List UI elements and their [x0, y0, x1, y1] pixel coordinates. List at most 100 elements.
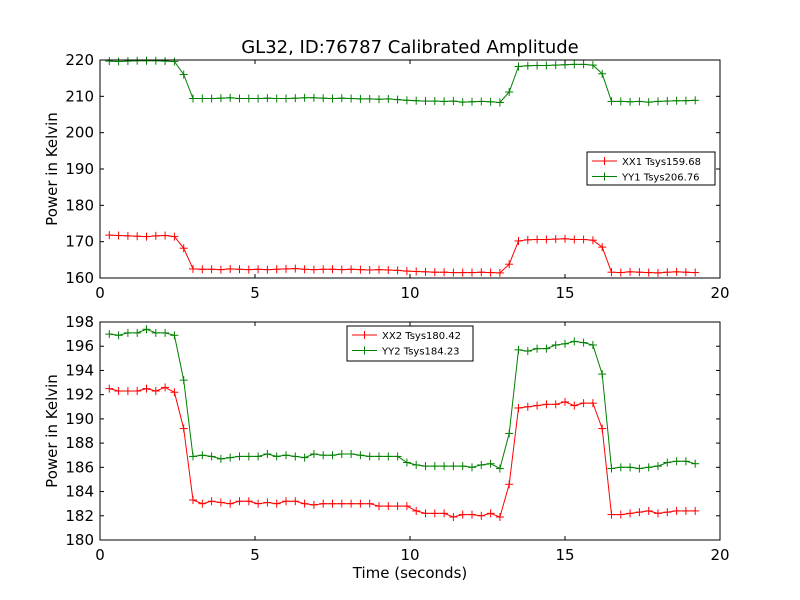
data-point — [533, 235, 542, 244]
data-point — [179, 376, 188, 385]
data-point — [393, 266, 402, 275]
data-point — [505, 87, 514, 96]
data-point — [272, 94, 281, 103]
data-point — [384, 266, 393, 275]
data-point — [161, 231, 170, 240]
data-point — [635, 508, 644, 517]
data-point — [644, 98, 653, 107]
data-point — [607, 97, 616, 106]
x-tick-label: 5 — [250, 546, 260, 564]
data-point — [356, 451, 365, 460]
data-point — [179, 70, 188, 79]
data-point — [170, 331, 179, 340]
data-point — [356, 499, 365, 508]
data-point — [402, 267, 411, 276]
data-point — [393, 95, 402, 104]
legend-swatch-yy2 — [352, 346, 377, 355]
data-point — [328, 451, 337, 460]
data-point — [412, 267, 421, 276]
data-point — [616, 510, 625, 519]
data-point — [570, 60, 579, 69]
data-point — [189, 496, 197, 505]
data-point — [216, 265, 225, 274]
data-point — [681, 96, 690, 105]
data-point — [495, 512, 504, 521]
data-point — [198, 265, 207, 274]
bottom-legend-entry-yy2: YY2 Tsys184.23 — [352, 346, 460, 358]
data-point — [133, 56, 142, 65]
data-point — [486, 268, 495, 277]
data-point — [337, 499, 346, 508]
data-point — [691, 459, 700, 468]
data-point — [328, 265, 337, 274]
legend-label-yy1: YY1 Tsys206.76 — [621, 173, 700, 184]
data-point — [533, 61, 542, 70]
data-point — [514, 236, 523, 245]
data-point — [440, 268, 449, 277]
data-point — [477, 97, 486, 106]
data-point — [347, 450, 356, 459]
data-point — [142, 384, 151, 393]
data-point — [449, 97, 458, 106]
data-point — [198, 451, 207, 460]
bottom-legend: XX2 Tsys180.42 YY2 Tsys184.23 — [346, 325, 474, 362]
data-point — [616, 97, 625, 106]
data-point — [254, 94, 263, 103]
y-tick-label: 190 — [65, 160, 94, 178]
data-point — [449, 512, 458, 521]
data-point — [142, 325, 151, 334]
y-tick-label: 210 — [65, 87, 94, 105]
data-point — [375, 452, 383, 461]
data-point — [430, 462, 439, 471]
data-point — [672, 267, 681, 276]
legend-swatch-xx1 — [592, 157, 617, 165]
data-point — [291, 264, 300, 273]
data-point — [430, 509, 439, 518]
y-tick-label: 186 — [65, 458, 94, 476]
data-point — [226, 93, 235, 102]
data-point — [598, 370, 607, 379]
data-point — [375, 95, 383, 104]
data-point — [105, 231, 114, 240]
data-point — [626, 97, 635, 106]
data-point — [319, 451, 328, 460]
data-point — [616, 268, 625, 277]
data-point — [282, 264, 290, 273]
data-point — [663, 508, 672, 517]
data-point — [151, 231, 160, 240]
data-point — [375, 502, 383, 511]
data-point — [170, 232, 179, 241]
data-point — [421, 267, 430, 276]
data-point — [393, 502, 402, 511]
bottom-legend-box — [346, 325, 474, 362]
data-point — [356, 265, 365, 274]
data-point — [607, 464, 616, 473]
data-point — [681, 506, 690, 515]
data-point — [588, 341, 597, 350]
data-point — [542, 61, 551, 70]
y-tick-label: 196 — [65, 337, 94, 355]
top-legend-box — [586, 151, 716, 186]
data-point — [365, 499, 374, 508]
data-point — [263, 450, 272, 459]
data-point — [533, 344, 542, 353]
data-point — [254, 499, 263, 508]
y-tick-label: 220 — [65, 51, 94, 69]
data-point — [672, 96, 681, 105]
data-point — [198, 94, 207, 103]
data-point — [151, 387, 160, 396]
data-point — [198, 499, 207, 508]
data-point — [654, 97, 662, 106]
data-point — [468, 463, 476, 472]
data-point — [551, 61, 560, 70]
data-point — [328, 94, 337, 103]
data-point — [477, 511, 486, 520]
data-point — [319, 94, 328, 103]
data-point — [644, 463, 653, 472]
data-point — [123, 231, 132, 240]
data-point — [282, 94, 290, 103]
data-point — [309, 450, 318, 459]
data-point — [337, 265, 346, 274]
top-legend-entry-xx1: XX1 Tsys159.68 — [592, 157, 701, 168]
